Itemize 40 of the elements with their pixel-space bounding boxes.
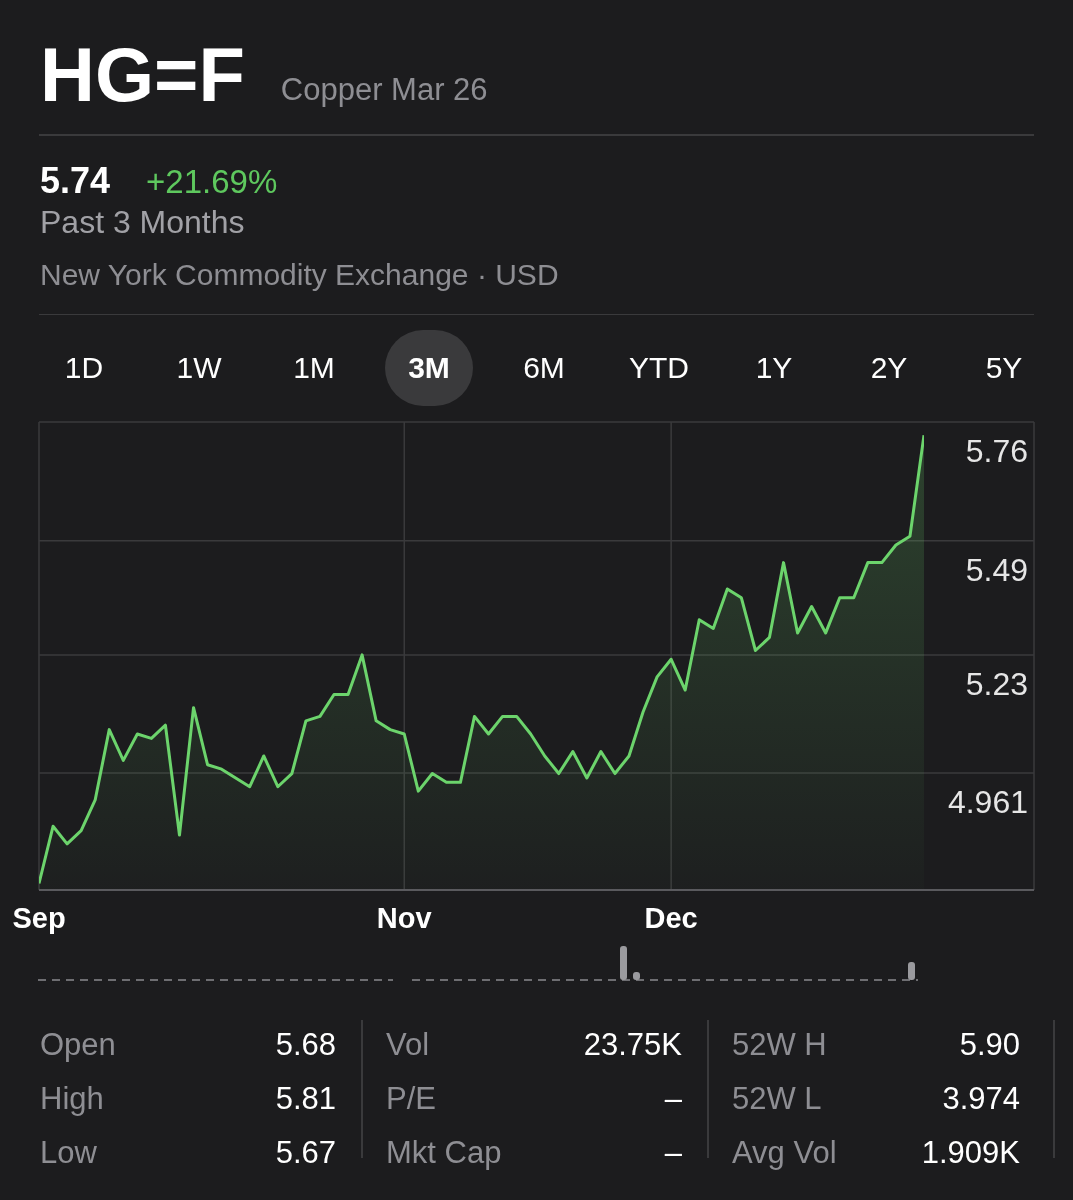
text: 6M: [522, 350, 566, 386]
text: High: [40, 1081, 104, 1117]
chart-title: HG=F: [40, 31, 245, 119]
y-tick-label: 4.961: [947, 784, 1028, 821]
text: P/E: [386, 1081, 436, 1117]
text: 5.68: [275, 1027, 336, 1063]
text: 23.75K: [583, 1027, 682, 1063]
text: New York Commodity Exchange · USD: [40, 258, 559, 292]
text: 5.74: [40, 160, 111, 202]
text: 3.974: [942, 1081, 1020, 1117]
text: Mkt Cap: [386, 1135, 502, 1171]
text: +21.69%: [146, 163, 278, 201]
x-tick-label: Nov: [376, 902, 432, 934]
text: Vol: [386, 1027, 430, 1063]
text: 1.909K: [921, 1135, 1020, 1171]
x-tick-label: Dec: [644, 902, 698, 934]
y-tick-label: 5.49: [965, 551, 1028, 588]
y-tick-label: 5.76: [965, 433, 1028, 469]
text: YTD: [628, 350, 690, 386]
text: 5Y: [984, 350, 1024, 386]
text: Low: [40, 1135, 97, 1171]
text: Avg Vol: [732, 1135, 837, 1171]
text: 5.81: [275, 1081, 336, 1117]
text: 5.67: [275, 1135, 336, 1171]
text: 1Y: [754, 350, 794, 386]
text: 3M: [385, 330, 473, 406]
text: 1D: [63, 350, 105, 386]
text: 1M: [292, 350, 336, 386]
text: Open: [40, 1027, 116, 1063]
x-tick-label: Sep: [12, 902, 66, 934]
chart-subtitle: Copper Mar 26: [280, 72, 488, 108]
text: 5.90: [959, 1027, 1020, 1063]
text: 1W: [175, 350, 223, 386]
text: –: [664, 1135, 682, 1171]
text: 52W H: [732, 1027, 827, 1063]
text: 2Y: [869, 350, 909, 386]
text: Past 3 Months: [40, 204, 245, 241]
text: –: [664, 1081, 682, 1117]
text: 52W L: [732, 1081, 822, 1117]
y-tick-label: 5.23: [965, 665, 1028, 702]
